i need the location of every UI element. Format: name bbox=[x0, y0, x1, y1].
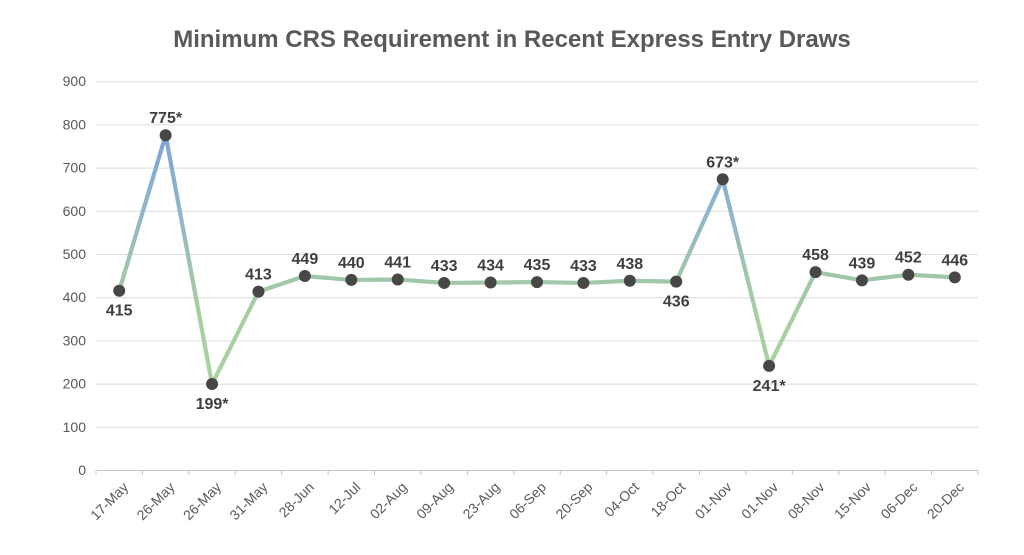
x-axis-tick-label: 06-Sep bbox=[506, 479, 549, 522]
data-point-marker bbox=[809, 266, 822, 279]
x-axis-tick-label: 01-Nov bbox=[738, 479, 781, 522]
data-point-marker bbox=[345, 273, 358, 286]
x-axis-tick-label: 01-Nov bbox=[692, 479, 735, 522]
data-point-label: 436 bbox=[663, 294, 690, 311]
y-axis-tick-label: 0 bbox=[78, 462, 86, 478]
x-axis-tick-label: 20-Sep bbox=[552, 479, 595, 522]
data-point-label: 439 bbox=[849, 255, 876, 272]
data-point-label: 452 bbox=[895, 250, 922, 267]
data-point-marker bbox=[948, 271, 961, 284]
data-point-marker bbox=[763, 359, 776, 372]
y-axis-tick-label: 800 bbox=[63, 116, 87, 132]
y-axis-tick-label: 900 bbox=[63, 73, 87, 89]
data-point-label: 415 bbox=[106, 303, 133, 320]
x-axis-tick-label: 08-Nov bbox=[784, 479, 827, 522]
x-axis bbox=[95, 470, 979, 475]
x-axis-tick-label: 02-Aug bbox=[367, 479, 410, 522]
data-point-marker bbox=[391, 273, 404, 286]
data-point-marker bbox=[531, 276, 543, 289]
data-point-marker bbox=[159, 129, 172, 142]
x-axis-tick-label: 12-Jul bbox=[325, 479, 363, 517]
y-axis-tick-label: 400 bbox=[63, 289, 87, 305]
x-axis-labels: 17-May 26-May 26-May 31-May 28-Jun 12-Jul 02-A… bbox=[87, 479, 967, 523]
y-axis-tick-label: 500 bbox=[63, 246, 87, 262]
x-axis-tick-label: 20-Dec bbox=[924, 479, 967, 522]
chart-title: Minimum CRS Requirement in Recent Expres… bbox=[173, 26, 851, 53]
data-point-labels: 415 775* 199* 413 449 440 441 433 434 435 433 438 43… bbox=[106, 110, 968, 413]
data-point-marker bbox=[577, 276, 590, 289]
data-point-marker bbox=[438, 276, 451, 289]
data-point-label: 446 bbox=[941, 252, 968, 269]
data-point-marker bbox=[716, 173, 729, 186]
y-axis-labels: 0 100 200 300 400 500 600 700 800 900 bbox=[63, 73, 87, 478]
y-axis-tick-label: 700 bbox=[63, 160, 87, 176]
data-point-marker bbox=[252, 285, 265, 298]
data-point-label: 458 bbox=[802, 247, 829, 264]
data-point-marker bbox=[113, 284, 126, 297]
data-point-label: 449 bbox=[292, 251, 319, 268]
gridlines bbox=[96, 81, 978, 428]
data-point-label: 199* bbox=[196, 396, 230, 413]
x-axis-tick-label: 04-Oct bbox=[601, 479, 642, 520]
y-axis-tick-label: 200 bbox=[63, 376, 87, 392]
data-point-label: 433 bbox=[570, 258, 597, 275]
data-point-label: 440 bbox=[338, 255, 365, 272]
data-point-label: 438 bbox=[616, 256, 643, 273]
data-point-label: 434 bbox=[477, 258, 504, 275]
x-axis-tick-label: 31-May bbox=[226, 479, 270, 523]
data-point-marker bbox=[484, 276, 497, 289]
data-point-label: 433 bbox=[431, 258, 458, 275]
data-point-label: 413 bbox=[245, 267, 272, 284]
x-axis-tick-label: 26-May bbox=[180, 479, 224, 523]
y-axis-tick-label: 300 bbox=[63, 332, 87, 348]
data-point-label: 441 bbox=[384, 254, 411, 271]
data-point-marker bbox=[855, 274, 868, 287]
data-point-label: 435 bbox=[524, 257, 551, 274]
data-point-marker bbox=[298, 270, 311, 283]
y-axis-tick-label: 600 bbox=[63, 203, 87, 219]
x-axis-tick-label: 17-May bbox=[87, 479, 131, 523]
x-axis-tick-label: 18-Oct bbox=[647, 479, 688, 520]
x-axis-tick-label: 06-Dec bbox=[877, 479, 920, 522]
x-axis-tick-label: 09-Aug bbox=[413, 479, 456, 522]
x-axis-tick-label: 15-Nov bbox=[831, 479, 874, 522]
data-point-marker bbox=[623, 274, 636, 287]
data-point-markers bbox=[113, 129, 961, 391]
data-point-marker bbox=[902, 268, 915, 281]
x-axis-tick-label: 23-Aug bbox=[459, 479, 502, 522]
data-point-label: 673* bbox=[706, 154, 740, 171]
data-point-label: 241* bbox=[753, 378, 787, 395]
data-point-marker bbox=[206, 378, 219, 391]
y-axis-tick-label: 100 bbox=[63, 419, 87, 435]
data-point-label: 775* bbox=[149, 110, 183, 127]
x-axis-tick-label: 26-May bbox=[133, 479, 177, 523]
x-axis-tick-label: 28-Jun bbox=[275, 479, 317, 521]
data-point-marker bbox=[670, 275, 683, 288]
